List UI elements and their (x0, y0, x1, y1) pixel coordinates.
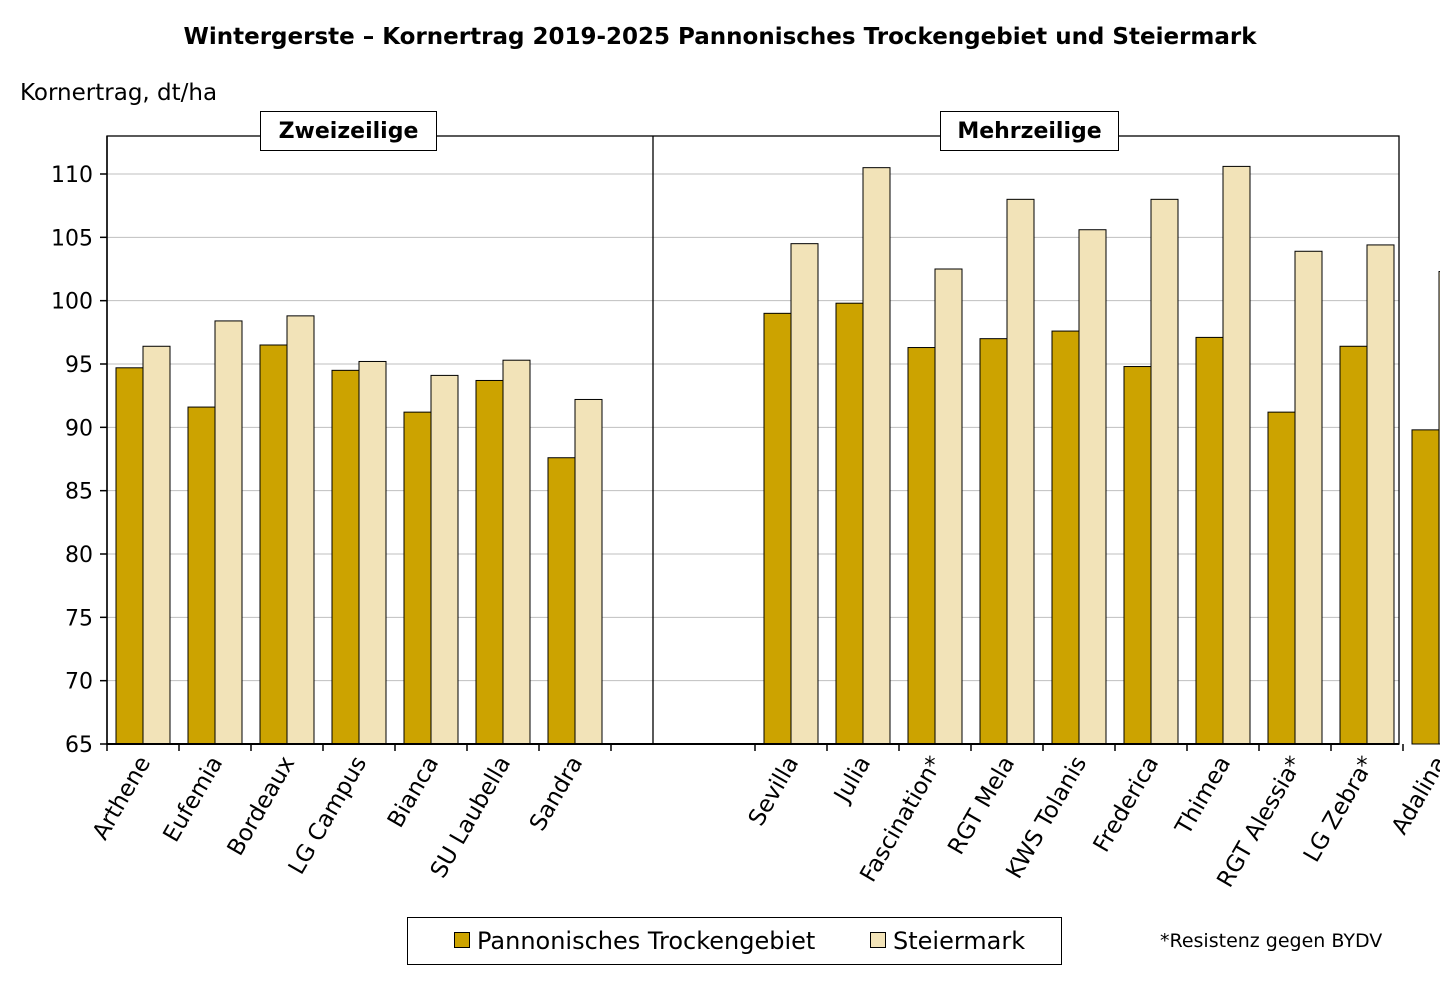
bar-pannonisch (115, 367, 144, 745)
bar-pannonisch (1051, 330, 1080, 745)
y-tick-label: 75 (65, 606, 93, 631)
x-tick-label: Julia (829, 752, 877, 809)
y-tick-label: 105 (51, 226, 93, 251)
bar-steiermark (502, 359, 531, 745)
y-tick-label: 85 (65, 480, 93, 505)
bar-pannonisch (835, 302, 864, 745)
y-axis-label: Kornertrag, dt/ha (20, 80, 218, 106)
bar-pannonisch (259, 344, 288, 745)
bar-pannonisch (331, 369, 360, 745)
x-tick-label: Thimea (1170, 752, 1236, 840)
bar-steiermark (1294, 250, 1323, 745)
y-tick-label: 80 (65, 543, 93, 568)
bar-steiermark (1222, 165, 1251, 745)
bar-pannonisch (1411, 429, 1440, 745)
bar-steiermark (1366, 244, 1395, 745)
legend-swatch-series1 (454, 932, 470, 948)
bar-pannonisch (1339, 345, 1368, 745)
bar-pannonisch (187, 406, 216, 745)
group-label-mehrzeilige: Mehrzeilige (940, 111, 1119, 151)
legend-swatch-series2 (870, 932, 886, 948)
bar-steiermark (1078, 229, 1107, 745)
bar-steiermark (214, 320, 243, 745)
bar-steiermark (358, 360, 387, 745)
bar-steiermark (862, 167, 891, 745)
bar-pannonisch (547, 457, 576, 745)
legend-item-steiermark: Steiermark (870, 918, 1025, 964)
x-tick-label: LG Zebra* (1299, 752, 1380, 867)
y-tick-label: 70 (65, 670, 93, 695)
bar-steiermark (574, 398, 603, 745)
x-tick-label: Eufemia (159, 752, 229, 847)
y-tick-label: 90 (65, 416, 93, 441)
y-tick-label: 95 (65, 353, 93, 378)
x-tick-label: Bianca (383, 752, 444, 832)
y-tick-label: 110 (51, 163, 93, 188)
bar-pannonisch (763, 312, 792, 745)
legend-label: Pannonisches Trockengebiet (477, 927, 816, 955)
bar-pannonisch (1195, 336, 1224, 745)
legend-item-pannonisches-trockengebiet: Pannonisches Trockengebiet (454, 918, 815, 964)
bar-pannonisch (979, 338, 1008, 745)
x-tick-label: Sandra (525, 752, 588, 836)
bar-steiermark (286, 315, 315, 745)
legend: Pannonisches Trockengebiet Steiermark (407, 917, 1062, 965)
y-tick-label: 100 (51, 290, 93, 315)
bar-steiermark (1150, 198, 1179, 745)
bar-pannonisch (403, 411, 432, 745)
bar-pannonisch (475, 379, 504, 745)
x-tick-label: Arthene (88, 752, 156, 844)
x-tick-label: LG Campus (284, 752, 372, 879)
bar-pannonisch (1123, 366, 1152, 745)
bar-pannonisch (1267, 411, 1296, 745)
footnote: *Resistenz gegen BYDV (1160, 930, 1383, 952)
bar-steiermark (1006, 198, 1035, 745)
x-tick-label: Sevilla (744, 752, 804, 831)
bar-pannonisch (907, 347, 936, 745)
x-tick-label: RGT Mela (943, 752, 1020, 859)
chart-title: Wintergerste – Kornertrag 2019-2025 Pann… (183, 24, 1257, 50)
bar-steiermark (790, 243, 819, 745)
bar-steiermark (934, 268, 963, 745)
bar-steiermark (430, 374, 459, 745)
bar-steiermark (142, 345, 171, 745)
x-tick-label: Bordeaux (223, 752, 300, 860)
y-tick-label: 65 (65, 733, 93, 758)
group-label-zweizeilige: Zweizeilige (260, 111, 437, 151)
legend-label: Steiermark (893, 927, 1026, 955)
x-tick-label: Frederica (1089, 752, 1165, 857)
x-tick-label: Adalina (1387, 752, 1440, 839)
